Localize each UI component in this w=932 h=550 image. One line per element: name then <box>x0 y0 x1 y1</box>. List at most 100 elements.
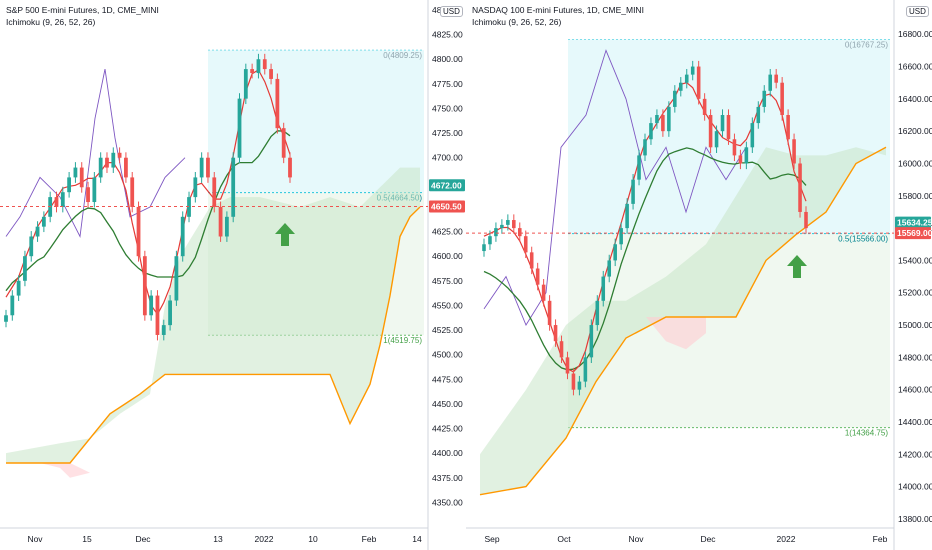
price-tick-label: 4400.00 <box>432 448 463 458</box>
candle-body <box>92 177 97 203</box>
candle-body <box>117 152 122 158</box>
candle-body <box>744 147 749 164</box>
price-tick-label: 4775.00 <box>432 79 463 89</box>
candle-body <box>168 300 172 326</box>
chikou-span-line <box>483 49 747 326</box>
up-arrow-icon <box>787 255 807 278</box>
price-tick-label: 4475.00 <box>432 374 463 384</box>
candle-body <box>86 187 90 203</box>
price-tick-label: 4350.00 <box>432 497 463 507</box>
price-tick-label: 4450.00 <box>432 399 463 409</box>
kijun-sen-line <box>483 147 807 371</box>
nasdaq-chart-panel[interactable]: NASDAQ 100 E-mini Futures, 1D, CME_MINI … <box>466 0 932 550</box>
candle-body <box>199 157 204 178</box>
candle-body <box>756 106 761 124</box>
price-tick-label: 16400.00 <box>898 94 932 104</box>
candle-body <box>726 115 731 140</box>
candle-body <box>702 98 707 116</box>
price-tick-label: 14400.00 <box>898 417 932 427</box>
senkou-span-b-line <box>479 146 887 496</box>
candle-body <box>206 157 210 178</box>
time-tick-label: Nov <box>27 534 43 544</box>
candle-body <box>559 341 564 358</box>
price-tick-label: 15000.00 <box>898 320 932 330</box>
candle-body <box>696 66 701 99</box>
candle-body <box>67 177 72 193</box>
candle-body <box>237 98 242 158</box>
candle-body <box>142 256 147 316</box>
candle-body <box>243 69 248 99</box>
candle-body <box>512 220 516 229</box>
candle-body <box>136 206 141 257</box>
time-tick-label: 2022 <box>255 534 274 544</box>
senkou-span-b-line <box>6 206 421 464</box>
candle-body <box>60 192 65 207</box>
currency-badge[interactable]: USD <box>440 6 463 17</box>
candle-body <box>577 381 582 390</box>
candle-body <box>541 284 546 301</box>
price-tick-label: 14800.00 <box>898 352 932 362</box>
candle-body <box>506 220 510 225</box>
price-tick-label: 4575.00 <box>432 276 463 286</box>
candle-body <box>714 131 719 148</box>
ichimoku-cloud-bear <box>40 463 90 478</box>
candle-body <box>250 69 255 74</box>
price-tick-label: 4500.00 <box>432 350 463 360</box>
candle-body <box>54 197 59 207</box>
time-tick-label: 15 <box>82 534 92 544</box>
candle-body <box>79 167 84 188</box>
price-tick-label: 4600.00 <box>432 251 463 261</box>
candle-body <box>130 177 135 207</box>
price-tick-label: 16200.00 <box>898 126 932 136</box>
candle-body <box>488 236 492 245</box>
fib-label-0: 0(16767.25) <box>845 41 888 50</box>
candle-body <box>529 252 534 269</box>
candle-body <box>517 228 522 237</box>
candle-body <box>288 157 292 178</box>
sp500-chart-panel[interactable]: S&P 500 E-mini Futures, 1D, CME_MINI Ich… <box>0 0 466 550</box>
candle-body <box>720 115 725 132</box>
ichimoku-cloud <box>6 167 420 463</box>
candle-body <box>589 325 594 358</box>
candle-body <box>565 357 570 374</box>
price-tick-label: 4425.00 <box>432 424 463 434</box>
chart-legend: NASDAQ 100 E-mini Futures, 1D, CME_MINI … <box>472 4 644 28</box>
candle-body <box>792 139 796 164</box>
candle-body <box>601 276 606 301</box>
price-tick-label: 14600.00 <box>898 385 932 395</box>
candle-body <box>231 157 236 217</box>
candle-body <box>35 226 40 237</box>
candle-body <box>218 206 223 237</box>
price-tick-label: 4750.00 <box>432 103 463 113</box>
current-price-label: 4650.50 <box>431 201 462 211</box>
chart-title: NASDAQ 100 E-mini Futures, 1D, CME_MINI <box>472 5 644 15</box>
price-tick-label: 13800.00 <box>898 514 932 524</box>
candle-body <box>16 280 21 296</box>
sp500-chart-svg[interactable]: 0(4809.25)0.5(4664.50)1(4519.75)4850.004… <box>0 0 466 550</box>
candle-body <box>105 157 109 168</box>
candle-body <box>553 325 558 342</box>
up-arrow-icon <box>275 223 295 246</box>
candle-body <box>583 357 588 382</box>
time-tick-label: Dec <box>700 534 716 544</box>
nasdaq-chart-svg[interactable]: 0(16767.25) 0.5(15566.00) 1(14364.75) 16800… <box>466 0 932 550</box>
tenkan-sen-line <box>5 69 291 316</box>
last-price-label: 15634.25 <box>897 218 932 228</box>
price-tick-label: 16600.00 <box>898 62 932 72</box>
price-tick-label: 15400.00 <box>898 255 932 265</box>
chart-title: S&P 500 E-mini Futures, 1D, CME_MINI <box>6 5 159 15</box>
candle-body <box>523 236 528 253</box>
candle-body <box>161 325 166 335</box>
candle-body <box>804 211 808 229</box>
currency-badge[interactable]: USD <box>906 6 929 17</box>
candle-body <box>212 177 217 207</box>
kijun-sen-line <box>5 130 291 292</box>
candle-body <box>798 163 802 212</box>
candle-body <box>631 179 635 204</box>
fib-label-1: 1(4519.75) <box>383 336 422 345</box>
current-price-badge <box>429 200 465 213</box>
candle-body <box>494 228 498 237</box>
time-tick-label: Nov <box>628 534 644 544</box>
indicator-label: Ichimoku (9, 26, 52, 26) <box>6 17 96 27</box>
time-tick-label: 2022 <box>777 534 796 544</box>
